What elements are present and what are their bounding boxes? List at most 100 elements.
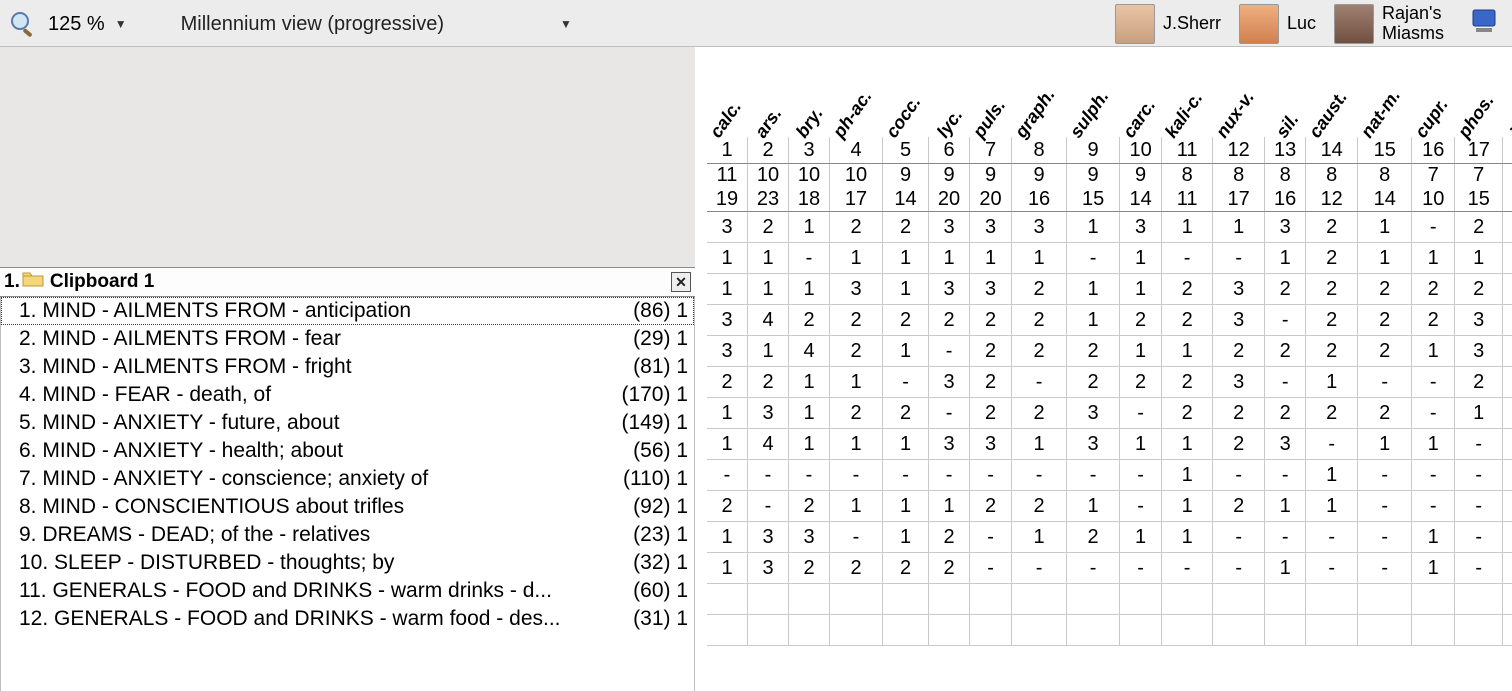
view-select[interactable]: Millennium view (progressive) ▼ — [181, 13, 586, 36]
grid-cell: - — [970, 460, 1012, 491]
rubric-row[interactable]: 4. MIND - FEAR - death, of(170) 1 — [1, 381, 694, 409]
grid-cell: 1 — [1120, 429, 1162, 460]
grid-cell: 1 — [929, 243, 970, 274]
chevron-down-icon[interactable]: ▼ — [115, 17, 127, 31]
close-icon[interactable]: ✕ — [671, 272, 691, 292]
grid-cell: 1 — [1120, 522, 1162, 553]
remedy-label[interactable]: phos. — [1454, 91, 1499, 142]
grid-cell: 1 — [883, 243, 929, 274]
grid-cell: 3 — [1265, 212, 1306, 243]
remedy-label[interactable]: graph. — [1010, 85, 1059, 142]
remedy-label[interactable]: nat-m. — [1357, 86, 1405, 142]
grid-cell: 3 — [707, 212, 748, 243]
remedy-label[interactable]: cocc. — [881, 92, 925, 142]
score-cell: 14 — [1358, 187, 1412, 212]
author-luc[interactable]: Luc — [1239, 4, 1316, 44]
grid-cell: - — [929, 398, 970, 429]
grid-cell: 1 — [1306, 367, 1358, 398]
grid-cell: 1 — [789, 367, 830, 398]
grid-cell: - — [1213, 243, 1265, 274]
grid-cell: 2 — [970, 305, 1012, 336]
rubric-row[interactable]: 12. GENERALS - FOOD and DRINKS - warm fo… — [1, 605, 694, 633]
rubric-row[interactable]: 2. MIND - AILMENTS FROM - fear(29) 1 — [1, 325, 694, 353]
rubric-row[interactable]: 5. MIND - ANXIETY - future, about(149) 1 — [1, 409, 694, 437]
rubric-count: (149) 1 — [621, 411, 688, 435]
grid-cell: 1 — [830, 491, 883, 522]
grid-cell: - — [1455, 460, 1503, 491]
grid-cell: 1 — [1412, 243, 1455, 274]
remedy-label[interactable]: bry. — [792, 103, 828, 142]
grid-cell: - — [1503, 522, 1512, 553]
score-cell: 17 — [1213, 187, 1265, 212]
view-label: Millennium view (progressive) — [181, 13, 444, 36]
remedy-label[interactable]: ph-ac. — [828, 87, 876, 142]
rubric-row[interactable]: 9. DREAMS - DEAD; of the - relatives(23)… — [1, 521, 694, 549]
grid-cell: 3 — [1012, 212, 1067, 243]
remedy-label[interactable]: calc. — [706, 97, 746, 142]
grid-cell: 1 — [789, 429, 830, 460]
rubric-row[interactable]: 6. MIND - ANXIETY - health; about(56) 1 — [1, 437, 694, 465]
monitor-icon[interactable] — [1470, 6, 1500, 42]
score-cell: 9 — [883, 164, 929, 188]
remedy-label[interactable]: lyc. — [933, 105, 967, 142]
grid-cell: 1 — [1358, 212, 1412, 243]
score-cell: 9 — [1067, 164, 1120, 188]
grid-cell: 1 — [830, 367, 883, 398]
author-rajan[interactable]: Rajan's Miasms — [1334, 4, 1444, 44]
column-index: 10 — [1120, 137, 1162, 164]
score-cell: 8 — [1358, 164, 1412, 188]
grid-cell: - — [1358, 553, 1412, 584]
grid-cell: 2 — [1358, 336, 1412, 367]
grid-cell: 2 — [1162, 305, 1213, 336]
remedy-label[interactable]: nux-v. — [1211, 87, 1258, 142]
remedy-label[interactable]: ars. — [751, 104, 787, 142]
grid-cell: 1 — [883, 274, 929, 305]
rubric-label: 10. SLEEP - DISTURBED - thoughts; by — [19, 551, 627, 575]
grid-cell: 2 — [1412, 305, 1455, 336]
grid-cell: 2 — [789, 305, 830, 336]
rubric-row[interactable]: 10. SLEEP - DISTURBED - thoughts; by(32)… — [1, 549, 694, 577]
author-jsherr[interactable]: J.Sherr — [1115, 4, 1221, 44]
score-cell: 14 — [1503, 187, 1512, 212]
rubric-row[interactable]: 11. GENERALS - FOOD and DRINKS - warm dr… — [1, 577, 694, 605]
remedy-label[interactable]: sulph. — [1065, 87, 1113, 142]
grid-cell: 1 — [1067, 305, 1120, 336]
grid-cell: 3 — [789, 522, 830, 553]
rubric-row[interactable]: 3. MIND - AILMENTS FROM - fright(81) 1 — [1, 353, 694, 381]
rubric-row[interactable]: 1. MIND - AILMENTS FROM - anticipation(8… — [1, 297, 694, 325]
zoom-control[interactable]: 125 % ▼ — [8, 9, 141, 39]
grid-cell: 1 — [1120, 243, 1162, 274]
grid-cell: 1 — [1162, 491, 1213, 522]
grid-cell: 1 — [883, 336, 929, 367]
rubric-row[interactable]: 8. MIND - CONSCIENTIOUS about trifles(92… — [1, 493, 694, 521]
remedy-label[interactable]: kali-c. — [1160, 88, 1206, 142]
grid-cell: 2 — [883, 398, 929, 429]
remedy-label[interactable]: carc. — [1118, 96, 1159, 142]
score-cell: 14 — [883, 187, 929, 212]
grid-cell: 2 — [1012, 274, 1067, 305]
grid-cell: 1 — [748, 274, 789, 305]
grid-cell: 1 — [1162, 336, 1213, 367]
clipboard-header[interactable]: 1. Clipboard 1 ✕ — [0, 267, 695, 297]
remedy-label[interactable]: caust. — [1304, 87, 1351, 142]
remedy-label[interactable]: ign. — [1506, 104, 1512, 142]
score-cell: 12 — [1306, 187, 1358, 212]
score-cell: 23 — [748, 187, 789, 212]
remedy-label[interactable]: puls. — [968, 96, 1009, 142]
remedy-label[interactable]: cupr. — [1411, 95, 1453, 142]
grid-cell: 3 — [1455, 305, 1503, 336]
score-cell: 9 — [970, 164, 1012, 188]
grid-cell: 2 — [929, 522, 970, 553]
grid-cell: - — [883, 367, 929, 398]
rubric-count: (32) 1 — [633, 551, 688, 575]
grid-cell: 1 — [1306, 460, 1358, 491]
grid-cell: 2 — [1162, 398, 1213, 429]
grid-cell: 1 — [1012, 243, 1067, 274]
grid-cell: 2 — [789, 553, 830, 584]
grid-cell: 1 — [1455, 398, 1503, 429]
grid-cell: - — [1162, 243, 1213, 274]
grid-cell: 1 — [1067, 491, 1120, 522]
grid-cell: 1 — [830, 243, 883, 274]
rubric-row[interactable]: 7. MIND - ANXIETY - conscience; anxiety … — [1, 465, 694, 493]
chevron-down-icon[interactable]: ▼ — [560, 17, 572, 31]
